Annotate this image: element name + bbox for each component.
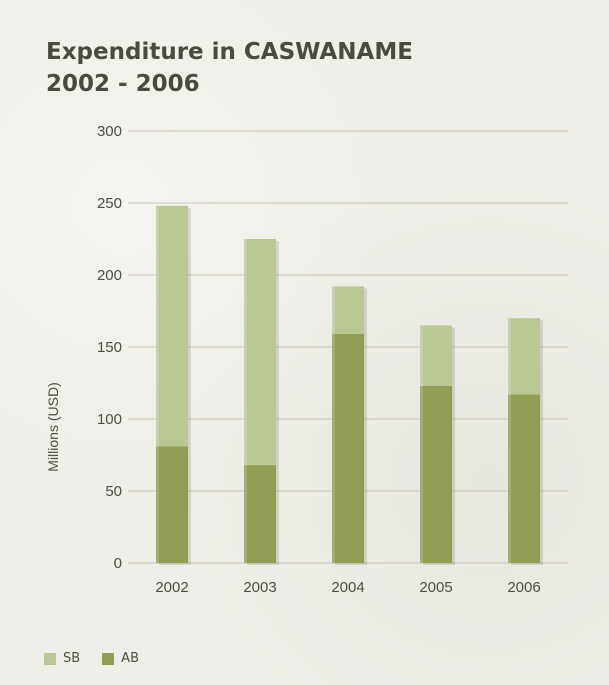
y-tick-label: 100 [97,411,122,428]
y-tick-label: 50 [105,483,122,500]
bar-ab-2005 [420,385,452,563]
chart-title: Expenditure in CASWANAME 2002 - 2006 [46,36,413,100]
bar-sb-2005 [420,325,452,386]
x-tick-label: 2004 [331,579,364,596]
x-tick-label: 2003 [243,579,276,596]
legend-label-sb: SB [63,651,81,666]
legend-item-sb: SB [44,651,80,666]
bar-highlight [244,239,247,563]
bars [156,205,543,565]
legend-item-ab: AB [102,651,139,666]
y-tick-label: 150 [97,339,122,356]
y-tick-label: 300 [97,123,122,140]
bar-highlight [332,286,335,563]
x-axis-ticks: 2002 2003 2004 2005 2006 [155,579,540,596]
x-tick-label: 2002 [155,579,188,596]
bar-ab-2002 [156,446,188,563]
y-axis-label: Millions (USD) [45,382,61,471]
bar-sb-2003 [244,239,276,466]
legend: SB AB [44,651,161,666]
y-tick-label: 250 [97,195,122,212]
bar-ab-2004 [332,334,364,563]
bar-highlight [508,318,511,563]
legend-swatch-ab [102,652,115,665]
bar-sb-2004 [332,286,364,335]
legend-swatch-sb [44,652,56,665]
chart-title-line-1: Expenditure in CASWANAME [46,39,413,65]
bar-sb-2006 [508,318,540,395]
y-tick-label: 0 [114,555,122,572]
y-tick-label: 200 [97,267,122,284]
bar-highlight [156,205,159,563]
x-tick-label: 2005 [419,579,452,596]
bar-highlight [420,325,423,563]
y-axis-ticks: 0 50 100 150 200 250 300 [97,123,122,572]
chart-title-line-2: 2002 - 2006 [46,71,200,97]
bar-sb-2002 [156,205,188,447]
legend-label-ab: AB [121,651,139,666]
bar-ab-2003 [244,465,276,563]
x-tick-label: 2006 [507,579,540,596]
bar-ab-2006 [508,394,540,563]
